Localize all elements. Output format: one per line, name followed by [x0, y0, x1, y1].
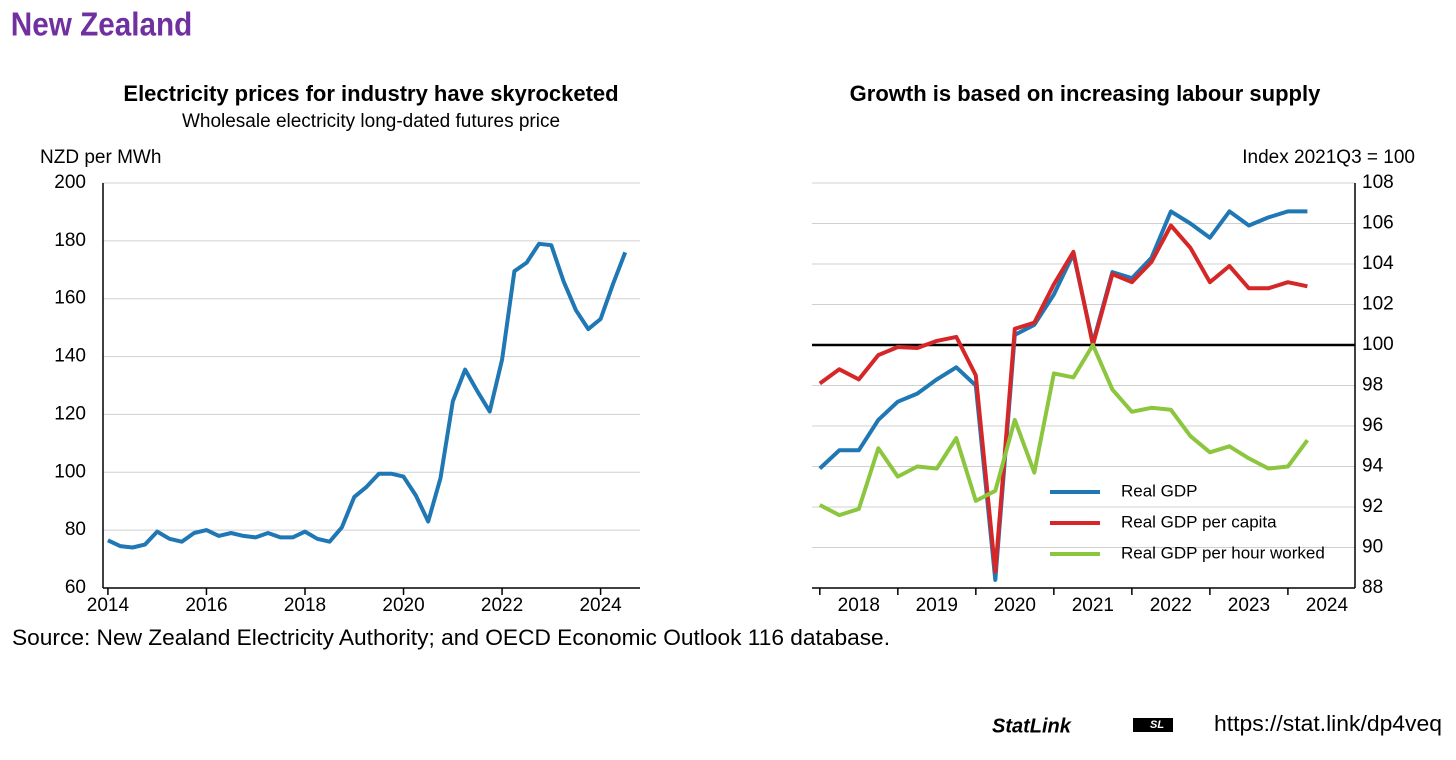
chart-title: Growth is based on increasing labour sup…: [850, 81, 1321, 106]
y-axis-label: Index 2021Q3 = 100: [1242, 147, 1415, 168]
x-tick-label: 2019: [916, 595, 958, 616]
y-tick-label: 100: [1362, 334, 1394, 355]
y-tick-label: 94: [1362, 456, 1384, 477]
statlink-icon: SL: [1133, 718, 1173, 732]
series-line: [107, 241, 628, 550]
y-tick-label: 106: [1362, 213, 1394, 234]
x-tick-label: 2016: [185, 595, 227, 616]
y-tick-label: 92: [1362, 496, 1383, 517]
y-tick-label: 60: [65, 577, 86, 598]
y-tick-label: 140: [54, 346, 86, 367]
x-tick-label: 2024: [1306, 595, 1349, 616]
y-tick-label: 88: [1362, 577, 1383, 598]
series-line: [818, 223, 1308, 574]
chart-subtitle: Wholesale electricity long-dated futures…: [182, 111, 560, 132]
y-tick-label: 120: [54, 403, 86, 424]
y-tick-label: 100: [54, 461, 86, 482]
x-tick-label: 2020: [994, 595, 1036, 616]
statlink-url: https://stat.link/dp4veq: [1214, 711, 1442, 736]
x-tick-label: 2018: [284, 595, 326, 616]
y-tick-label: 98: [1362, 375, 1383, 396]
x-tick-label: 2022: [481, 595, 523, 616]
x-tick-label: 2022: [1150, 595, 1192, 616]
series-line: [818, 343, 1310, 518]
statlink-logo: StatLink: [992, 715, 1072, 737]
y-tick-label: 80: [65, 519, 86, 540]
x-tick-label: 2018: [838, 595, 880, 616]
y-tick-label: 180: [54, 230, 86, 251]
y-tick-label: 160: [54, 288, 86, 309]
x-tick-label: 2024: [579, 595, 622, 616]
y-tick-label: 96: [1362, 415, 1383, 436]
legend-label: Real GDP per hour worked: [1121, 543, 1325, 562]
x-tick-label: 2014: [87, 595, 130, 616]
icon-box: [1133, 718, 1173, 732]
y-tick-label: 90: [1362, 537, 1383, 558]
x-tick-label: 2021: [1072, 595, 1114, 616]
source-note: Source: New Zealand Electricity Authorit…: [12, 625, 890, 650]
page-title: New Zealand: [11, 6, 192, 43]
x-tick-label: 2023: [1228, 595, 1270, 616]
x-tick-label: 2020: [382, 595, 424, 616]
y-axis-label: NZD per MWh: [40, 147, 161, 168]
icon-glyph: SL: [1150, 719, 1164, 731]
y-tick-label: 102: [1362, 294, 1394, 315]
y-tick-label: 108: [1362, 172, 1394, 193]
legend-label: Real GDP: [1121, 481, 1198, 500]
series-line: [818, 209, 1308, 582]
y-tick-label: 200: [54, 172, 86, 193]
legend-label: Real GDP per capita: [1121, 512, 1277, 531]
y-tick-label: 104: [1362, 253, 1394, 274]
chart-title: Electricity prices for industry have sky…: [123, 81, 618, 106]
